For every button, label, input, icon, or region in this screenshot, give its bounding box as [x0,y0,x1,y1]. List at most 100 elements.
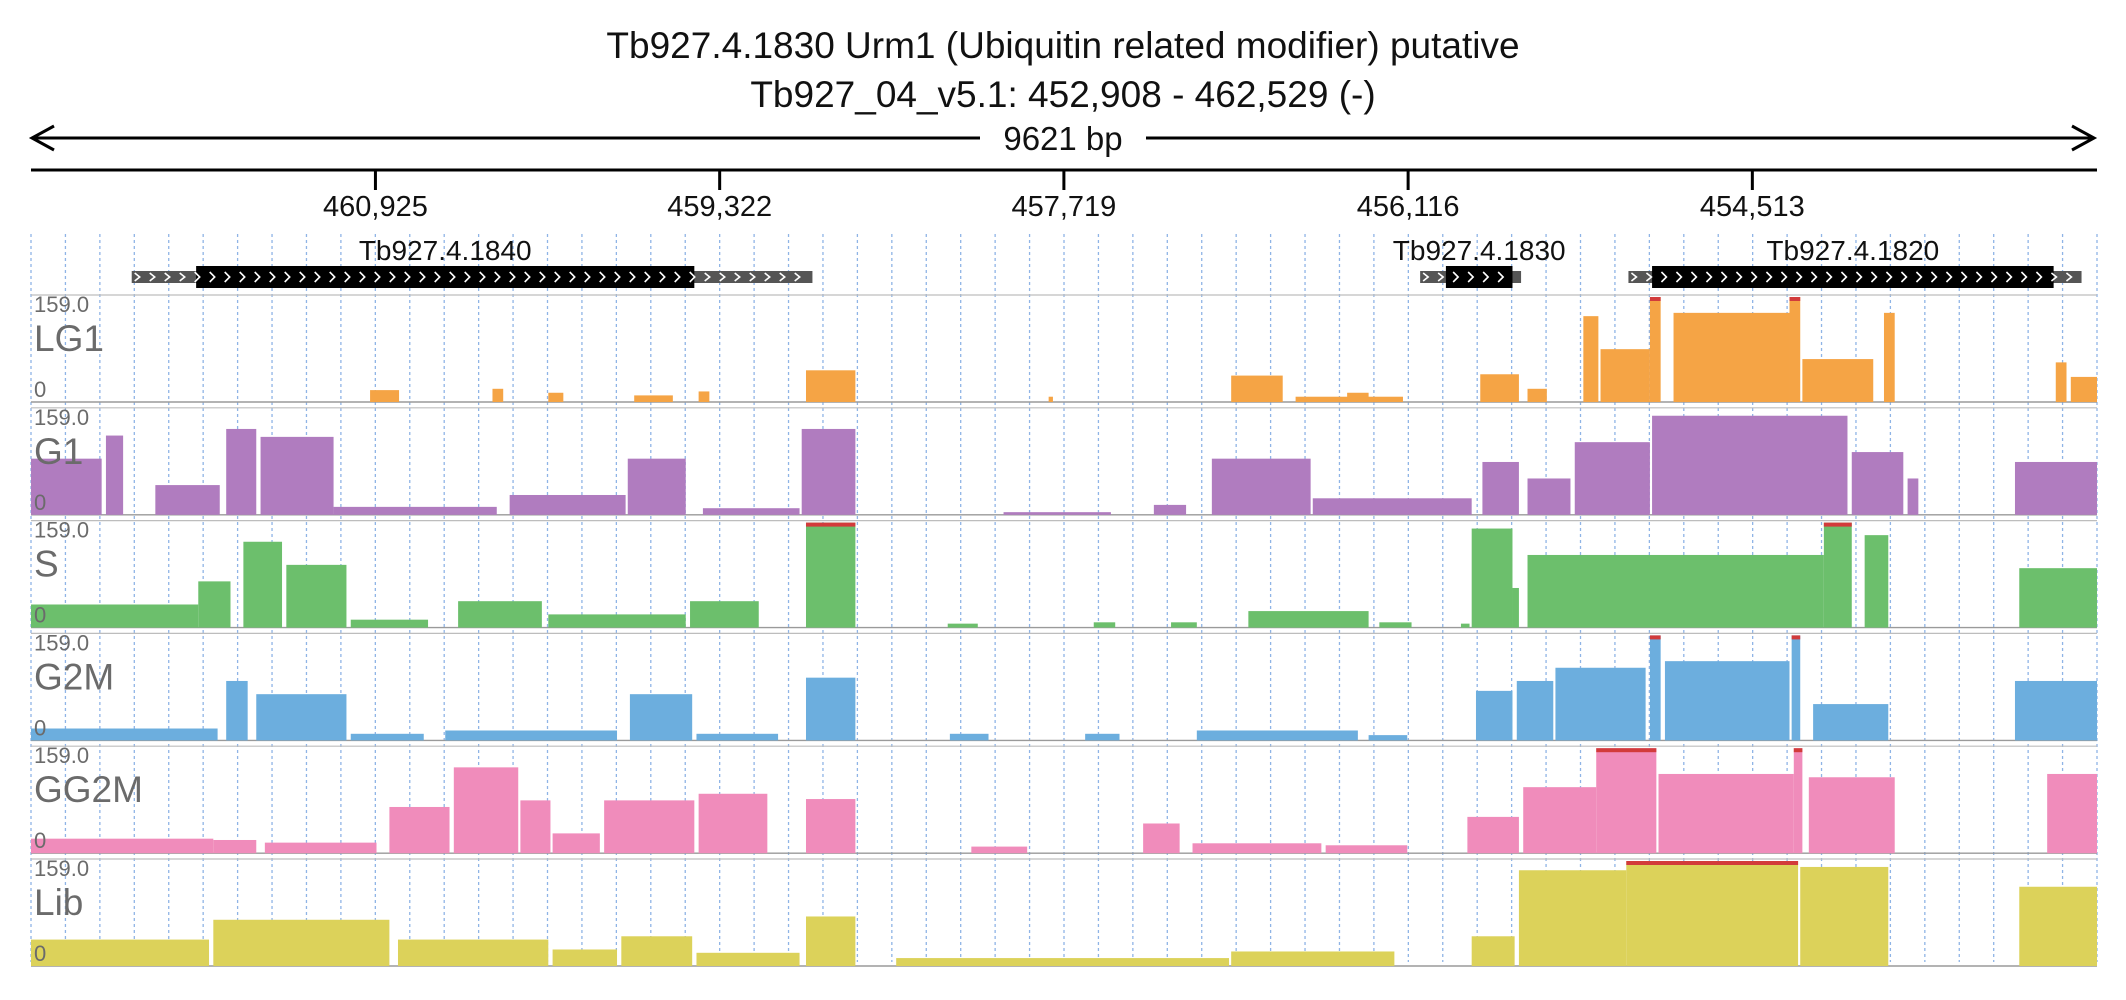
strand-chevron-icon [629,271,636,283]
strand-chevron-icon [2035,271,2043,283]
coverage-segment [31,458,102,515]
coverage-segment [243,541,283,628]
coverage-segment [698,391,710,402]
gene-label: Tb927.4.1830 [1393,235,1566,266]
strand-chevron-icon [2020,271,2028,283]
strand-chevron-icon [269,271,276,283]
coverage-segment [552,833,600,854]
coverage-segment [1231,375,1283,402]
strand-chevron-icon [764,272,771,282]
coverage-segment [1471,528,1513,628]
strand-chevron-icon [464,271,471,283]
strand-chevron-icon [1467,271,1475,283]
strand-chevron-icon [179,272,186,282]
strand-chevron-icon [1975,271,1983,283]
strand-chevron-icon [659,271,666,283]
strand-chevron-icon [734,272,741,282]
strand-chevron-icon [1825,271,1833,283]
strand-chevron-icon [1795,271,1803,283]
coverage-segment [1312,498,1472,515]
coverage-segment [286,564,347,628]
strand-chevron-icon [1690,271,1698,283]
strand-chevron-icon [209,271,216,283]
strand-chevron-icon [1990,271,1998,283]
coverage-segment [1851,452,1904,515]
coverage-segment [1649,635,1661,741]
clip-marker [1649,635,1661,640]
coverage-segment [260,436,334,515]
strand-chevron-icon [1497,271,1505,283]
coverage-segment [702,508,800,515]
coverage-segment [1649,297,1661,402]
gene-cds [1652,266,2054,288]
strand-chevron-icon [1675,271,1683,283]
span-arrow-left-icon [28,124,55,152]
coverage-segment [453,767,519,854]
coverage-segment [805,522,856,628]
track-name: G1 [34,431,83,472]
coverage-segment [604,800,695,854]
coverage-segment [1196,730,1358,741]
coverage-segment [947,623,978,628]
coverage-segment [1596,748,1657,854]
coverage-segment [1093,622,1116,628]
strand-chevron-icon [2065,272,2073,282]
track-ymin-label: 0 [34,377,46,402]
strand-chevron-icon [539,271,546,283]
strand-chevron-icon [1750,271,1758,283]
track-ymax-label: 159.0 [34,743,89,768]
coverage-segment [805,799,856,854]
coverage-segment [213,919,390,966]
coverage-segment [1153,504,1187,515]
strand-chevron-icon [674,271,681,283]
strand-chevron-icon [599,271,606,283]
coverage-segment [1460,623,1470,628]
coverage-segment [350,619,429,628]
coverage-segment [1626,861,1799,966]
strand-chevron-icon [1930,271,1938,283]
coverage-segment [1864,535,1889,628]
coverage-segment [31,939,210,966]
coverage-segment [445,730,618,741]
strand-chevron-icon [344,271,351,283]
coverage-segment [1652,415,1848,515]
strand-chevron-icon [404,271,411,283]
coverage-segment [1471,936,1515,966]
span-arrow-right-icon [2071,124,2098,152]
coverage-segment [805,916,856,966]
coverage-segment [226,680,248,741]
strand-chevron-icon [194,271,201,283]
strand-chevron-icon [1660,271,1668,283]
coverage-segment [1368,735,1408,741]
strand-chevron-icon [1870,271,1878,283]
strand-chevron-icon [1885,271,1893,283]
track-gg2m: 159.0 0 GG2M [31,743,2097,854]
coverage-segment [634,395,673,402]
strand-chevron-icon [1945,271,1953,283]
track-ymax-label: 159.0 [34,630,89,655]
coverage-segment [805,677,856,741]
coverage-segment [2055,362,2067,402]
coverage-segment [1467,816,1519,854]
coverage-segment [397,939,549,966]
coverage-segment [31,838,214,854]
coverage-segment [31,728,218,741]
track-name: G2M [34,656,114,697]
coverage-segment [1658,773,1794,854]
strand-chevron-icon [509,271,516,283]
coverage-segment [213,839,257,854]
coverage-segment [509,494,626,515]
coverage-segment [105,435,124,515]
coverage-segment [1813,704,1889,741]
track-name: LG1 [34,318,104,359]
coverage-segment [1512,587,1519,628]
strand-chevron-icon [254,271,261,283]
gene-cds [196,266,695,288]
coverage-segment [1600,349,1650,402]
coverage-segment [1518,870,1627,966]
strand-chevron-icon [1630,272,1638,282]
strand-chevron-icon [494,271,501,283]
clip-marker [1823,522,1852,527]
axis-tick-label: 454,513 [1700,191,1805,223]
coverage-segment [155,485,220,515]
